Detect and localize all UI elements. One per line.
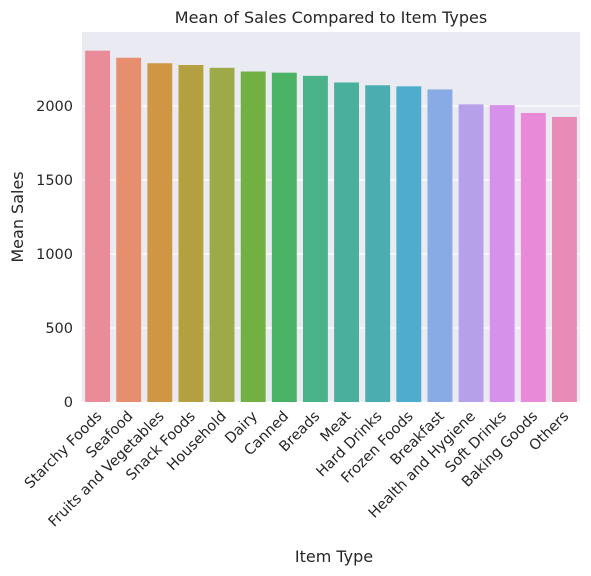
bar — [520, 112, 546, 403]
bar — [116, 57, 142, 402]
bar — [271, 72, 297, 402]
bar — [458, 104, 484, 402]
bar — [427, 89, 453, 402]
y-tick-label: 0 — [64, 395, 73, 411]
chart-title: Mean of Sales Compared to Item Types — [175, 8, 487, 27]
y-tick-label: 1000 — [36, 247, 73, 263]
y-tick-label: 1500 — [36, 173, 73, 189]
bar — [396, 86, 422, 402]
bar — [147, 63, 173, 403]
bars — [85, 50, 577, 403]
y-tick-label: 2000 — [36, 99, 73, 115]
bar — [85, 50, 111, 402]
y-axis-label: Mean Sales — [8, 171, 27, 262]
bar — [365, 85, 391, 402]
bar — [178, 65, 204, 402]
bar — [489, 105, 515, 402]
y-tick-label: 500 — [45, 321, 73, 337]
y-tick-labels: 0 500 1000 1500 2000 — [36, 99, 73, 411]
bar — [334, 82, 360, 402]
bar — [551, 116, 577, 403]
bar — [302, 75, 328, 403]
x-axis-label: Item Type — [295, 547, 373, 566]
bar — [209, 67, 235, 402]
bar — [240, 71, 266, 403]
